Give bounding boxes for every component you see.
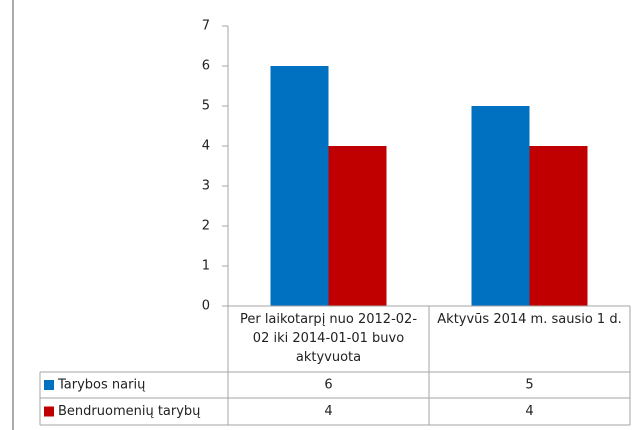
table-value: 4 <box>324 404 332 419</box>
category-label-box: Aktyvūs 2014 m. sausio 1 d. <box>437 312 622 327</box>
y-tick-label: 1 <box>202 259 210 274</box>
legend-key <box>44 406 54 417</box>
y-tick-label: 2 <box>202 219 210 234</box>
table-value: 6 <box>324 378 332 393</box>
bar <box>529 146 588 306</box>
y-tick-label: 0 <box>202 299 210 314</box>
y-tick-label: 5 <box>202 99 210 114</box>
y-tick-label: 6 <box>202 59 210 74</box>
bar <box>328 146 387 306</box>
table-value: 4 <box>525 404 533 419</box>
bar <box>471 106 530 306</box>
x-tick-label: Aktyvūs 2014 m. sausio 1 d. <box>437 312 622 327</box>
legend-label: Tarybos narių <box>57 378 145 393</box>
bar <box>270 66 329 306</box>
y-tick-label: 7 <box>202 19 210 34</box>
category-label-box: Per laikotarpį nuo 2012-02-02 iki 2014-0… <box>239 312 418 365</box>
legend-key <box>44 380 54 390</box>
legend-label: Bendruomenių tarybų <box>58 404 200 419</box>
y-tick-label: 4 <box>202 139 210 154</box>
y-tick-label: 3 <box>202 179 210 194</box>
x-tick-label: Per laikotarpį nuo 2012-02-02 iki 2014-0… <box>239 312 418 365</box>
table-value: 5 <box>525 378 533 393</box>
